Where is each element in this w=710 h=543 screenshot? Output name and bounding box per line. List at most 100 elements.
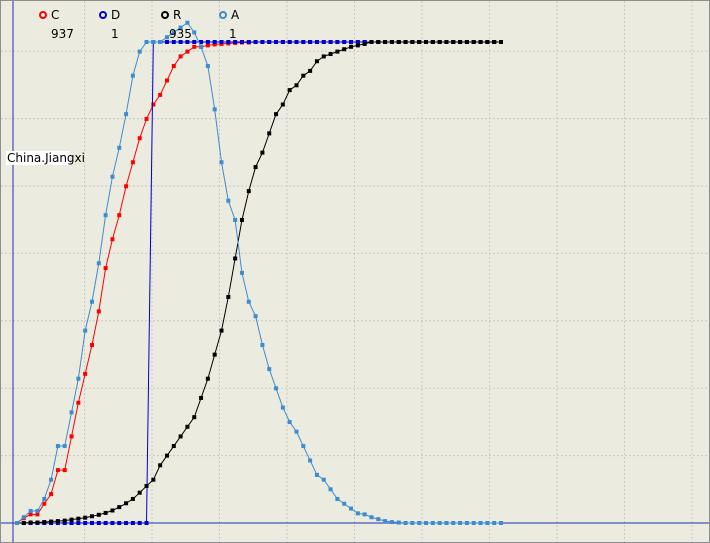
point-D-46	[328, 40, 333, 44]
series-R	[15, 40, 503, 525]
point-D-14	[110, 521, 115, 525]
point-A-26	[192, 30, 197, 35]
point-A-42	[301, 444, 306, 449]
point-A-7	[62, 444, 67, 449]
point-D-16	[124, 521, 129, 525]
point-A-21	[158, 40, 163, 44]
point-R-18	[137, 490, 142, 495]
series-C	[15, 40, 503, 525]
point-R-22	[164, 453, 169, 458]
point-R-24	[178, 434, 183, 439]
point-A-54	[383, 519, 388, 524]
point-R-38	[274, 112, 279, 117]
point-A-16	[124, 112, 129, 117]
series-A	[15, 20, 503, 525]
point-C-18	[137, 136, 142, 141]
point-R-57	[403, 40, 408, 44]
point-C-23	[171, 64, 176, 69]
point-R-7	[62, 518, 67, 523]
point-D-30	[219, 40, 224, 44]
point-R-41	[294, 83, 299, 88]
point-C-22	[164, 78, 169, 83]
point-A-71	[499, 521, 503, 525]
point-R-33	[239, 217, 244, 222]
legend-item-D[interactable]: D1	[99, 8, 120, 41]
point-D-9	[76, 521, 81, 525]
point-D-32	[233, 40, 238, 44]
legend-value-D: 1	[111, 27, 119, 41]
point-D-23	[171, 40, 176, 44]
point-R-5	[49, 519, 54, 524]
point-R-65	[458, 40, 463, 44]
point-R-63	[444, 40, 449, 44]
point-A-48	[342, 501, 347, 506]
point-A-24	[178, 25, 183, 30]
point-A-35	[253, 314, 258, 319]
point-D-7	[62, 521, 67, 525]
point-C-6	[55, 468, 60, 473]
point-D-49	[349, 40, 354, 44]
point-C-10	[83, 371, 88, 376]
point-D-13	[103, 521, 108, 525]
point-D-47	[335, 40, 340, 44]
point-D-28	[205, 40, 210, 44]
point-A-68	[478, 521, 483, 525]
point-R-66	[464, 40, 469, 44]
region-label-bg	[6, 151, 70, 165]
legend-item-C[interactable]: C 937	[39, 8, 74, 41]
point-R-64	[451, 40, 456, 44]
point-R-29	[212, 352, 217, 357]
point-R-67	[471, 40, 476, 44]
point-R-55	[389, 40, 394, 44]
point-R-68	[478, 40, 483, 44]
point-C-7	[62, 468, 67, 473]
point-R-23	[171, 444, 176, 449]
point-A-47	[335, 496, 340, 501]
point-D-22	[164, 40, 169, 44]
legend-item-R[interactable]: R 935	[161, 8, 192, 41]
point-A-25	[185, 20, 190, 25]
point-R-34	[246, 189, 251, 194]
point-D-41	[294, 40, 299, 44]
point-D-35	[253, 40, 258, 44]
point-R-15	[117, 505, 122, 510]
point-D-45	[321, 40, 326, 44]
point-C-26	[192, 44, 197, 49]
point-R-50	[355, 43, 360, 48]
point-A-66	[464, 521, 469, 525]
point-R-26	[192, 415, 197, 420]
point-R-21	[158, 463, 163, 468]
point-R-13	[103, 510, 108, 515]
point-A-64	[451, 521, 456, 525]
point-A-65	[458, 521, 463, 525]
point-D-10	[83, 521, 88, 525]
point-C-3	[35, 512, 40, 517]
point-R-60	[424, 40, 429, 44]
point-A-51	[362, 512, 367, 517]
point-R-51	[362, 41, 367, 46]
point-A-46	[328, 487, 333, 492]
point-A-11	[89, 299, 94, 304]
point-R-43	[308, 68, 313, 73]
legend-key-C: C	[51, 8, 59, 22]
point-C-17	[130, 160, 135, 165]
point-A-1	[21, 515, 26, 520]
point-C-21	[158, 92, 163, 97]
point-R-20	[151, 477, 156, 482]
point-R-1	[21, 521, 26, 525]
point-A-67	[471, 521, 476, 525]
legend-item-A[interactable]: A1	[219, 8, 240, 41]
point-A-9	[76, 376, 81, 381]
point-A-70	[492, 521, 497, 525]
point-A-29	[212, 107, 217, 112]
point-A-56	[396, 520, 401, 525]
point-C-9	[76, 400, 81, 405]
point-R-56	[396, 40, 401, 44]
point-C-4	[42, 501, 47, 506]
point-R-28	[205, 376, 210, 381]
point-R-44	[314, 59, 319, 64]
point-R-61	[430, 40, 435, 44]
